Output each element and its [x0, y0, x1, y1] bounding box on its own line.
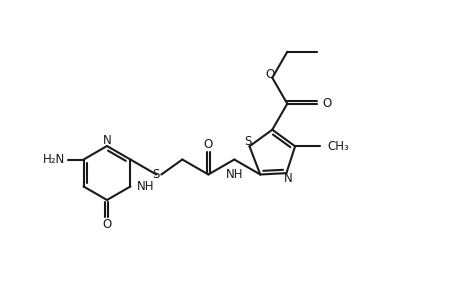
Text: O: O [203, 137, 213, 151]
Text: H₂N: H₂N [43, 153, 66, 166]
Text: S: S [243, 135, 251, 148]
Text: O: O [265, 68, 274, 81]
Text: NH: NH [136, 180, 154, 193]
Text: NH: NH [225, 167, 242, 181]
Text: O: O [322, 97, 331, 110]
Text: N: N [283, 172, 292, 184]
Text: CH₃: CH₃ [326, 140, 348, 153]
Text: S: S [152, 168, 160, 181]
Text: N: N [102, 134, 111, 146]
Text: O: O [102, 218, 112, 232]
